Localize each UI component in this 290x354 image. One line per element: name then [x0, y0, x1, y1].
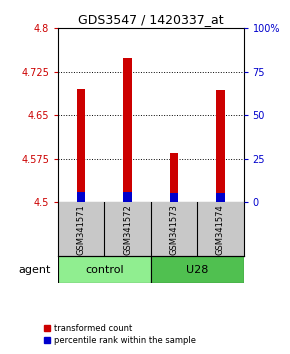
Bar: [216, 193, 224, 202]
Text: U28: U28: [186, 265, 209, 275]
Legend: transformed count, percentile rank within the sample: transformed count, percentile rank withi…: [42, 322, 197, 346]
Text: GSM341572: GSM341572: [123, 204, 132, 255]
Bar: [77, 89, 85, 202]
Bar: [124, 192, 132, 202]
Bar: [124, 58, 132, 202]
Text: GSM341573: GSM341573: [169, 204, 179, 255]
Text: agent: agent: [19, 265, 51, 275]
Text: GSM341574: GSM341574: [216, 204, 225, 255]
Bar: [216, 90, 224, 202]
Text: GSM341571: GSM341571: [77, 204, 86, 255]
Title: GDS3547 / 1420337_at: GDS3547 / 1420337_at: [78, 13, 224, 26]
Text: control: control: [85, 265, 124, 275]
Bar: [151, 256, 244, 283]
Bar: [170, 153, 178, 202]
Bar: [170, 193, 178, 202]
Bar: [58, 256, 151, 283]
Bar: [77, 192, 85, 202]
